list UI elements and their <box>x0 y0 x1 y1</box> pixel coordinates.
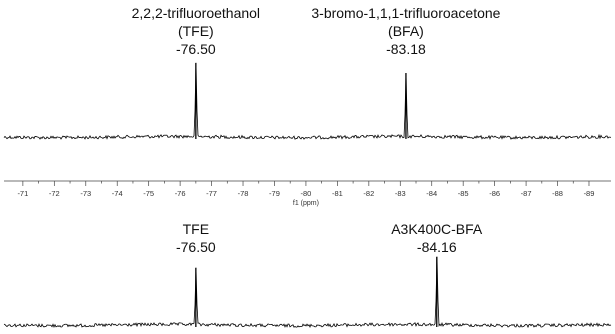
axis-ticks: -71 -72 -73 -74 -75 -76 -77 -78 -79 -80 -81 -82 -83 -… <box>17 181 594 198</box>
tick-label: -79 <box>269 189 280 198</box>
ppm-axis: -71 -72 -73 -74 -75 -76 -77 -78 -79 -80 -81 -82 -83 -… <box>4 180 611 207</box>
tick-label: -84 <box>426 189 437 198</box>
peak-label: 3-bromo-1,1,1-trifluoroacetone <box>311 5 500 21</box>
peak-label: -84.16 <box>417 239 457 255</box>
tick-label: -86 <box>489 189 500 198</box>
tick-label: -81 <box>332 189 343 198</box>
peak-label: TFE <box>183 221 209 237</box>
tick-label: -75 <box>143 189 154 198</box>
peak-label: -83.18 <box>386 41 426 57</box>
peak-labels: 2,2,2-trifluoroethanol (TFE) -76.50 3-bromo… <box>132 5 501 255</box>
tick-label: -73 <box>80 189 91 198</box>
tick-label: -80 <box>301 189 312 198</box>
spectrum-traces <box>3 62 612 329</box>
tick-label: -89 <box>584 189 595 198</box>
tick-label: -74 <box>112 189 123 198</box>
peak-label: (TFE) <box>178 23 214 39</box>
peak-label: 2,2,2-trifluoroethanol <box>132 5 260 21</box>
axis-label: f1 (ppm) <box>293 200 319 207</box>
peak-label: A3K400C-BFA <box>391 221 483 237</box>
spectrum-trace-2 <box>3 256 612 329</box>
spectrum-trace-1 <box>3 62 612 140</box>
peak-label: (BFA) <box>388 23 424 39</box>
tick-label: -76 <box>175 189 186 198</box>
tick-label: -85 <box>458 189 469 198</box>
peak-label: -76.50 <box>176 239 216 255</box>
tick-label: -71 <box>17 189 28 198</box>
tick-label: -83 <box>395 189 406 198</box>
tick-label: -77 <box>206 189 217 198</box>
tick-label: -88 <box>552 189 563 198</box>
tick-label: -87 <box>521 189 532 198</box>
tick-label: -78 <box>238 189 249 198</box>
peak-label: -76.50 <box>176 41 216 57</box>
tick-label: -82 <box>363 189 374 198</box>
tick-label: -72 <box>49 189 60 198</box>
